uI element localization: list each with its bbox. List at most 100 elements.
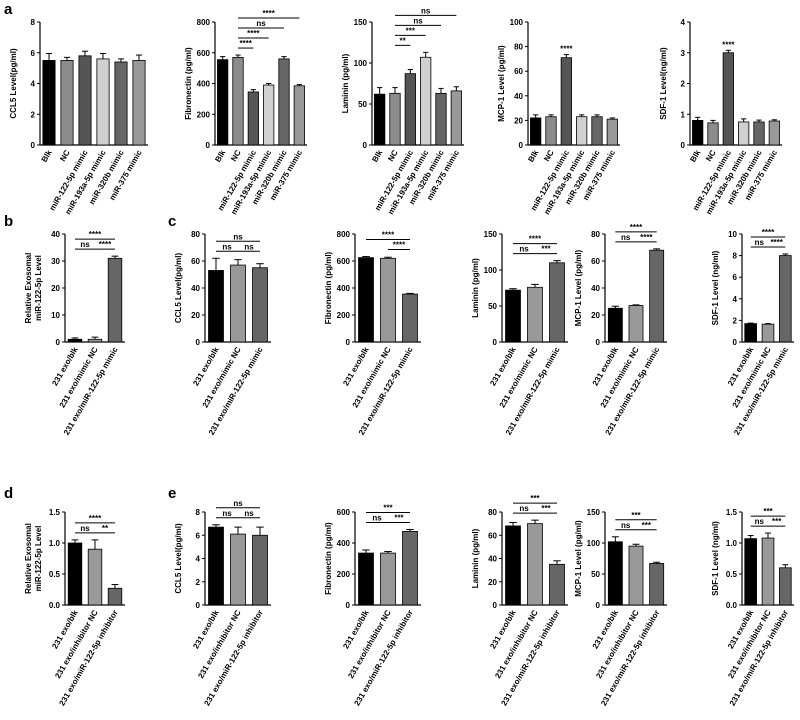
y-tick-label: 50 bbox=[591, 570, 600, 579]
bar bbox=[132, 60, 146, 146]
y-tick-label: 20 bbox=[514, 116, 523, 125]
y-tick-label: 0 bbox=[596, 338, 601, 347]
y-tick-label: 20 bbox=[488, 578, 497, 587]
bar bbox=[692, 120, 704, 146]
y-tick-label: 4 bbox=[733, 295, 738, 304]
y-tick-label: 0 bbox=[519, 141, 524, 150]
bar bbox=[358, 552, 374, 606]
panel-label: a bbox=[4, 1, 13, 18]
y-tick-label: 100 bbox=[484, 266, 498, 275]
y-axis-title: miR-122-5p Level bbox=[34, 526, 43, 592]
y-axis-title: MCP-1 Level (pg/ml) bbox=[574, 520, 583, 597]
y-tick-label: 0 bbox=[733, 338, 738, 347]
significance: ** bbox=[400, 36, 407, 45]
bar bbox=[230, 533, 246, 606]
bar bbox=[628, 305, 644, 343]
significance: ns bbox=[519, 504, 529, 513]
bar bbox=[549, 563, 565, 606]
significance: *** bbox=[772, 517, 782, 526]
y-tick-label: 6 bbox=[31, 49, 36, 58]
y-tick-label: 20 bbox=[591, 311, 600, 320]
bar bbox=[252, 267, 268, 343]
bar bbox=[744, 323, 757, 343]
bar bbox=[607, 541, 623, 606]
y-tick-label: 80 bbox=[591, 230, 600, 239]
y-tick-label: 80 bbox=[514, 43, 523, 52]
x-tick-label: NC bbox=[58, 148, 72, 163]
bar bbox=[607, 307, 623, 343]
significance: ns bbox=[755, 517, 765, 526]
bar bbox=[67, 542, 83, 606]
y-tick-label: 400 bbox=[197, 80, 211, 89]
panel-label: c bbox=[168, 213, 176, 230]
bar bbox=[738, 121, 750, 146]
significance: **** bbox=[762, 228, 775, 237]
bar bbox=[208, 526, 224, 606]
y-axis-title: CCL5 Level(pg/ml) bbox=[174, 523, 183, 594]
significance: **** bbox=[770, 238, 783, 247]
x-tick-label: Blk bbox=[370, 148, 384, 164]
significance: ** bbox=[102, 524, 109, 533]
y-tick-label: 20 bbox=[51, 284, 60, 293]
panel-label: d bbox=[4, 485, 13, 502]
significance: ns bbox=[621, 521, 631, 530]
bar bbox=[560, 57, 572, 146]
y-tick-label: 40 bbox=[488, 555, 497, 564]
y-tick-label: 0 bbox=[363, 141, 368, 150]
y-tick-label: 60 bbox=[191, 257, 200, 266]
y-tick-label: 0 bbox=[196, 601, 201, 610]
significance: ns bbox=[755, 238, 765, 247]
bar bbox=[722, 52, 734, 146]
panel-label: b bbox=[4, 213, 13, 230]
bar bbox=[530, 117, 542, 146]
y-axis-title: CCL5 Level(pg/ml) bbox=[174, 253, 183, 324]
significance: **** bbox=[89, 514, 102, 523]
y-tick-label: 0 bbox=[31, 141, 36, 150]
y-tick-label: 2 bbox=[196, 578, 201, 587]
y-tick-label: 0 bbox=[56, 338, 61, 347]
y-tick-label: 40 bbox=[591, 284, 600, 293]
bar bbox=[380, 552, 396, 606]
y-tick-label: 600 bbox=[197, 49, 211, 58]
significance: *** bbox=[394, 514, 404, 523]
significance: *** bbox=[406, 26, 416, 35]
bar bbox=[114, 61, 128, 146]
x-tick-label: NC bbox=[229, 148, 243, 163]
y-axis-title: MCP-1 Level (pg/ml) bbox=[497, 45, 506, 122]
y-axis-title: Relative Exosomal bbox=[24, 523, 33, 594]
bar bbox=[527, 523, 543, 606]
bar bbox=[527, 286, 543, 343]
y-tick-label: 1.5 bbox=[726, 508, 738, 517]
y-tick-label: 8 bbox=[31, 18, 36, 27]
bar bbox=[107, 257, 123, 343]
bar bbox=[606, 118, 618, 146]
bar bbox=[217, 59, 229, 146]
y-axis-title: SDF-1 Level(ng/ml) bbox=[659, 47, 668, 120]
y-tick-label: 8 bbox=[733, 252, 738, 261]
x-tick-label: Blk bbox=[213, 148, 227, 164]
significance: ns bbox=[80, 240, 90, 249]
y-axis-title: CCL5 Level(pg/ml) bbox=[9, 48, 18, 119]
y-tick-label: 100 bbox=[510, 18, 524, 27]
y-tick-label: 600 bbox=[337, 508, 351, 517]
bar bbox=[389, 92, 401, 146]
x-tick-label: Blk bbox=[688, 148, 702, 164]
bar bbox=[707, 122, 719, 146]
significance: **** bbox=[382, 231, 395, 240]
bar bbox=[252, 534, 268, 606]
y-tick-label: 30 bbox=[51, 257, 60, 266]
y-tick-label: 40 bbox=[51, 230, 60, 239]
y-tick-label: 800 bbox=[337, 230, 351, 239]
y-tick-label: 600 bbox=[337, 257, 351, 266]
y-tick-label: 0 bbox=[206, 141, 211, 150]
significance: **** bbox=[722, 40, 735, 49]
significance: **** bbox=[89, 230, 102, 239]
y-tick-label: 150 bbox=[484, 230, 498, 239]
y-tick-label: 400 bbox=[337, 284, 351, 293]
y-tick-label: 0 bbox=[346, 601, 351, 610]
y-tick-label: 0 bbox=[346, 338, 351, 347]
y-tick-label: 0.0 bbox=[49, 601, 61, 610]
significance: *** bbox=[383, 504, 393, 513]
y-tick-label: 150 bbox=[587, 508, 601, 517]
